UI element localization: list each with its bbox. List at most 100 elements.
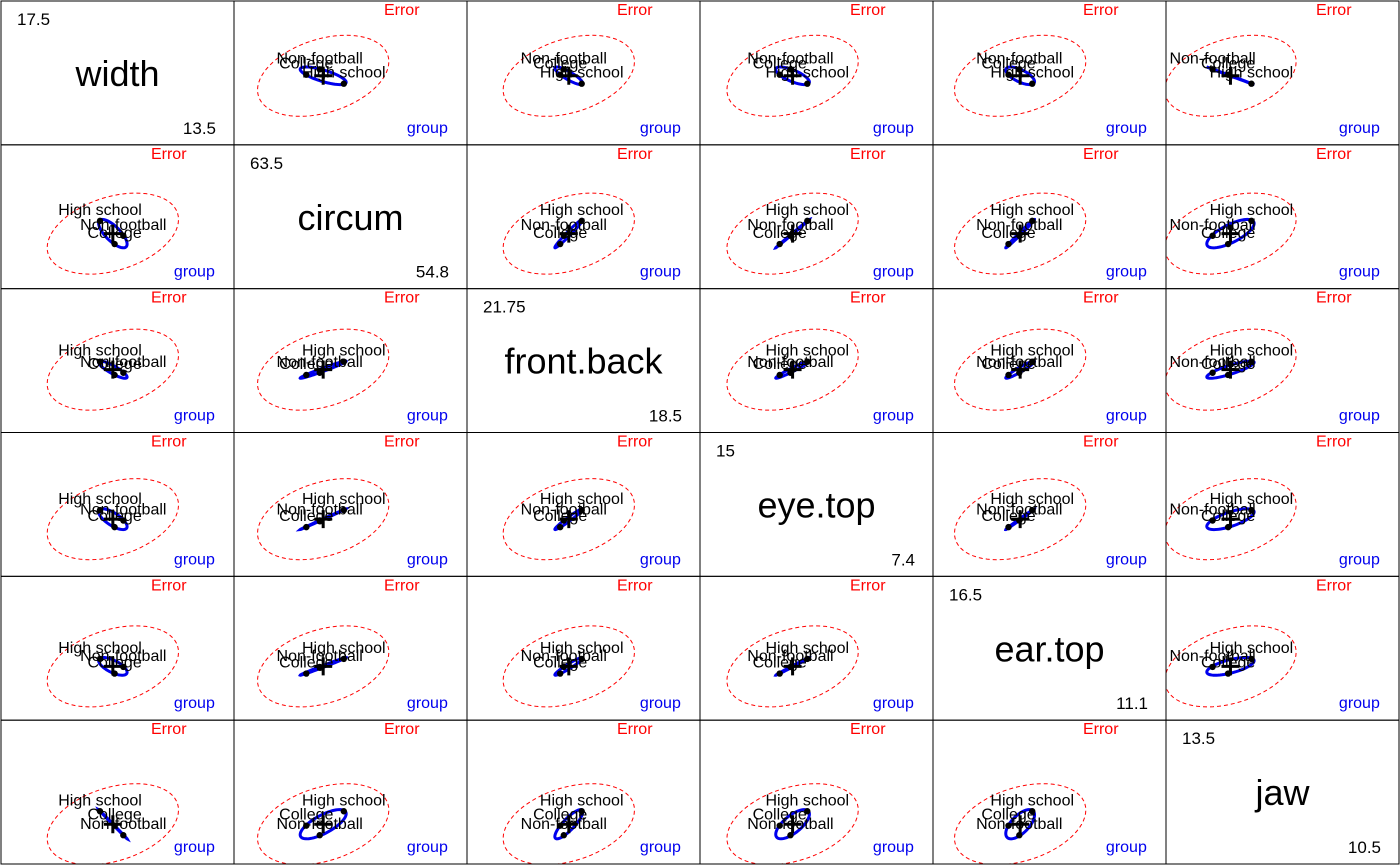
grand-mean-marker	[783, 360, 802, 379]
error-ellipse	[1166, 625, 1297, 708]
group-mean-point	[578, 217, 585, 225]
group-mean-label: College	[981, 807, 1035, 824]
group-mean-label: Non-football	[80, 217, 166, 234]
hypothesis-effect-label: group	[873, 695, 914, 712]
error-effect-label: Error	[617, 577, 653, 594]
panel-front.back-front.back: front.back 21.75 18.5	[466, 288, 701, 433]
group-mean-label: Non-football	[277, 354, 363, 371]
group-mean-label: Non-football	[277, 50, 363, 67]
error-effect-label: Error	[384, 2, 420, 19]
error-ellipse	[953, 34, 1087, 117]
hypothesis-ellipse	[774, 359, 811, 380]
range-min-label: 10.5	[1348, 838, 1381, 857]
group-mean-point	[787, 369, 794, 376]
group-mean-point	[1029, 506, 1036, 514]
error-effect-label: Error	[617, 721, 653, 738]
hypothesis-effect-label: group	[174, 551, 215, 568]
hypothesis-effect-label: group	[1106, 839, 1147, 856]
group-mean-point	[340, 80, 348, 87]
group-mean-label: College	[87, 807, 141, 824]
group-mean-label: Non-football	[747, 816, 833, 833]
group-mean-point	[1224, 371, 1232, 379]
error-ellipse	[1166, 34, 1297, 117]
hypothesis-ellipse	[295, 506, 351, 532]
group-mean-label: High school	[58, 202, 142, 219]
group-mean-label: Non-football	[747, 50, 833, 67]
group-mean-point	[96, 506, 104, 514]
error-ellipse	[1166, 328, 1297, 411]
hypothesis-effect-label: group	[873, 264, 914, 281]
group-mean-point	[1209, 517, 1216, 524]
group-mean-point	[303, 822, 310, 829]
hypothesis-ellipse	[1003, 507, 1037, 532]
group-mean-point	[560, 66, 567, 73]
group-mean-point	[1016, 66, 1023, 73]
hypothesis-ellipse	[773, 655, 812, 677]
group-mean-label: College	[87, 508, 141, 525]
hypothesis-effect-label: group	[407, 120, 448, 137]
error-ellipse	[502, 478, 635, 561]
grand-mean-marker	[314, 66, 333, 85]
group-mean-label: High school	[990, 65, 1074, 82]
group-mean-label: High school	[990, 343, 1074, 360]
range-max-label: 17.5	[17, 10, 50, 29]
group-mean-point	[303, 371, 310, 379]
group-mean-point	[303, 71, 310, 78]
group-mean-point	[1224, 670, 1232, 677]
group-mean-point	[560, 517, 567, 524]
group-mean-point	[1016, 369, 1023, 376]
error-effect-label: Error	[1083, 434, 1119, 451]
group-mean-point	[1248, 358, 1255, 365]
group-mean-point	[120, 369, 127, 376]
group-mean-point	[1224, 240, 1232, 248]
group-mean-point	[316, 832, 323, 839]
panel-eye.top-eye.top: eye.top 15 7.4	[699, 432, 934, 577]
group-mean-label: Non-football	[80, 502, 166, 519]
error-effect-label: Error	[850, 290, 886, 307]
group-mean-label: Non-football	[1169, 354, 1255, 371]
error-effect-label: Error	[1083, 721, 1119, 738]
error-effect-label: Error	[1083, 2, 1119, 19]
hypothesis-effect-label: group	[174, 408, 215, 425]
group-mean-point	[1029, 80, 1036, 87]
group-mean-point	[340, 808, 348, 815]
group-mean-label: Non-football	[1169, 217, 1255, 234]
group-mean-label: Non-football	[976, 217, 1062, 234]
grand-mean-marker	[1221, 224, 1240, 243]
hypothesis-effect-label: group	[174, 839, 215, 856]
group-mean-label: High school	[1210, 202, 1294, 219]
grand-mean-marker	[103, 224, 122, 243]
variable-name-label: circum	[298, 197, 404, 238]
group-mean-point	[1248, 655, 1255, 663]
hypothesis-ellipse	[298, 65, 348, 87]
hypothesis-ellipse	[774, 808, 811, 841]
group-mean-point	[776, 71, 783, 78]
hypothesis-effect-label: group	[873, 120, 914, 137]
group-mean-label: High school	[58, 792, 142, 809]
group-mean-label: High school	[765, 343, 849, 360]
hypothesis-effect-label: group	[1339, 408, 1380, 425]
hypothesis-ellipse	[1205, 655, 1256, 677]
group-mean-point	[111, 371, 118, 379]
range-min-label: 7.4	[891, 550, 915, 569]
range-max-label: 21.75	[483, 298, 526, 317]
group-mean-label: College	[87, 356, 141, 373]
error-effect-label: Error	[1316, 146, 1352, 163]
error-ellipse	[46, 625, 180, 708]
error-ellipse	[257, 328, 390, 411]
error-ellipse	[726, 192, 859, 275]
error-ellipse	[257, 478, 390, 561]
